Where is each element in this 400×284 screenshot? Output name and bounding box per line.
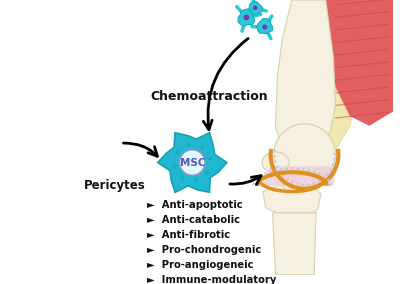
Polygon shape	[257, 19, 273, 34]
Circle shape	[179, 150, 205, 176]
Circle shape	[274, 124, 336, 186]
Text: MSC: MSC	[180, 158, 205, 168]
Text: Pericytes: Pericytes	[84, 179, 146, 192]
Polygon shape	[272, 213, 316, 275]
Text: ►  Anti-apoptotic: ► Anti-apoptotic	[147, 200, 242, 210]
Circle shape	[244, 14, 249, 20]
Polygon shape	[276, 0, 336, 153]
Circle shape	[200, 145, 204, 150]
Polygon shape	[158, 133, 227, 192]
Circle shape	[208, 157, 212, 161]
Ellipse shape	[262, 152, 289, 173]
Ellipse shape	[283, 180, 301, 192]
Polygon shape	[263, 184, 321, 213]
Circle shape	[186, 143, 191, 147]
Text: ►  Anti-fibrotic: ► Anti-fibrotic	[147, 230, 230, 240]
Circle shape	[205, 170, 210, 175]
Circle shape	[175, 151, 179, 155]
Text: Chemoattraction: Chemoattraction	[151, 90, 268, 103]
Text: ►  Anti-catabolic: ► Anti-catabolic	[147, 215, 240, 225]
Polygon shape	[326, 0, 394, 126]
Circle shape	[253, 5, 258, 10]
Polygon shape	[263, 166, 336, 186]
Text: ►  Immune-modulatory: ► Immune-modulatory	[147, 275, 276, 284]
Polygon shape	[306, 0, 360, 150]
Text: ►  Pro-chondrogenic: ► Pro-chondrogenic	[147, 245, 261, 255]
Circle shape	[172, 164, 177, 168]
Polygon shape	[249, 2, 262, 15]
Circle shape	[194, 178, 198, 182]
Circle shape	[262, 24, 268, 30]
Text: ►  Pro-angiogeneic: ► Pro-angiogeneic	[147, 260, 253, 270]
Circle shape	[180, 176, 184, 180]
Polygon shape	[238, 9, 255, 26]
